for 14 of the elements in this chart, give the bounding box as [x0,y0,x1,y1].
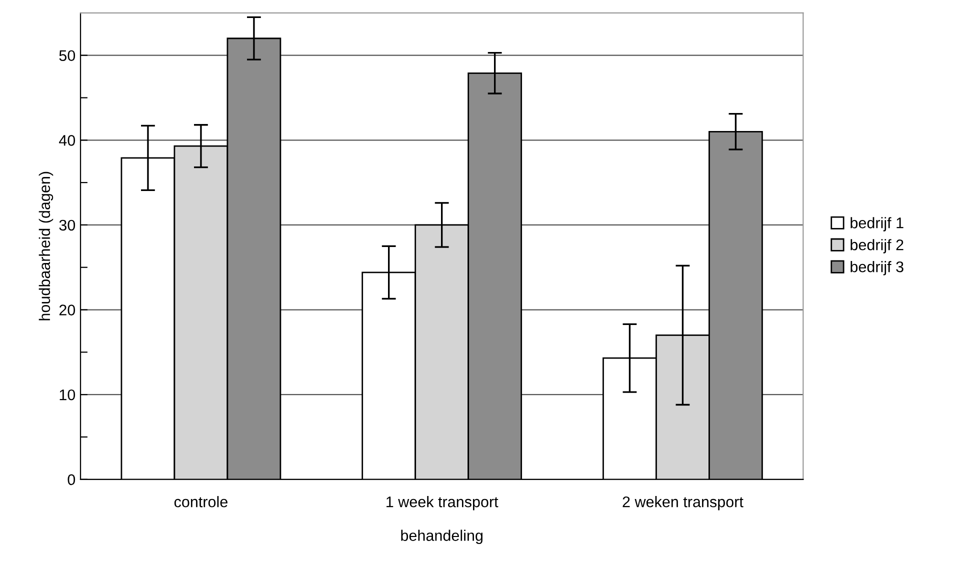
y-tick-label: 0 [68,474,76,486]
y-tick-label: 40 [59,135,76,146]
legend-label: bedrijf 1 [850,217,904,232]
y-axis-title: houdbaarheid (dagen) [38,172,54,320]
x-tick-label: controle [174,496,228,508]
y-tick-label: 20 [59,304,76,316]
x-axis-title: behandeling [401,530,482,544]
y-tick-label: 30 [59,220,76,231]
y-tick-label: 50 [59,50,76,62]
legend-label: bedrijf 3 [850,261,904,276]
legend-label: bedrijf 2 [850,239,904,254]
x-tick-label: 1 week transport [386,496,498,510]
x-tick-label: 2 weken transport [622,496,744,510]
y-tick-label: 10 [60,389,76,400]
